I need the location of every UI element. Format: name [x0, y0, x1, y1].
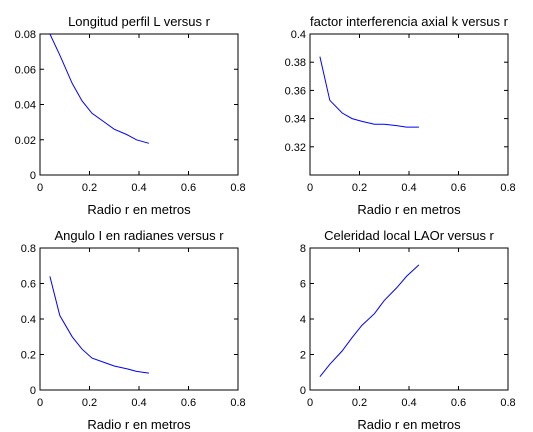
- y-tick-label: 6: [300, 279, 306, 291]
- axes-frame: [309, 247, 509, 391]
- x-tick-label: 0.4: [401, 182, 416, 194]
- x-tick-label: 0.4: [131, 182, 146, 194]
- y-tick-label: 0.34: [285, 114, 306, 126]
- y-tick-label: 8: [300, 243, 306, 255]
- series-line: [49, 33, 150, 144]
- y-tick-label: 0.4: [21, 314, 36, 326]
- chart-title: Longitud perfil L versus r: [68, 14, 211, 29]
- y-tick-label: 0.02: [15, 135, 36, 147]
- y-tick-label: 0.36: [285, 85, 306, 97]
- y-tick-label: 0.4: [291, 29, 306, 41]
- axes-frame: [39, 247, 239, 391]
- subplot-2: factor interferencia axial k versus r Rad…: [285, 14, 516, 217]
- y-tick-label: 0.8: [21, 243, 36, 255]
- y-tick-label: 0.32: [285, 142, 306, 154]
- y-tick-label: 0: [30, 170, 36, 182]
- series-line: [319, 264, 420, 378]
- x-tick-label: 0.4: [131, 397, 146, 409]
- x-axis-label: Radio r en metros: [357, 417, 461, 432]
- x-tick-label: 0: [307, 182, 313, 194]
- chart-title: Angulo I en radianes versus r: [54, 228, 224, 243]
- axes-frame: [309, 33, 509, 176]
- y-tick-label: 0.08: [15, 29, 36, 41]
- x-tick-label: 0.8: [230, 397, 245, 409]
- y-tick-label: 4: [300, 314, 306, 326]
- subplot-3: Angulo I en radianes versus r Radio r en …: [21, 228, 246, 432]
- x-tick-label: 0.2: [352, 397, 367, 409]
- y-tick-label: 0.2: [21, 350, 36, 362]
- chart-title: factor interferencia axial k versus r: [310, 14, 509, 29]
- y-tick-label: 2: [300, 350, 306, 362]
- x-tick-label: 0.2: [82, 182, 97, 194]
- x-tick-label: 0.6: [181, 182, 196, 194]
- y-tick-label: 0.06: [15, 64, 36, 76]
- y-tick-label: 0.6: [21, 279, 36, 291]
- x-tick-label: 0.8: [230, 182, 245, 194]
- chart-title: Celeridad local LAOr versus r: [324, 228, 494, 243]
- x-tick-label: 0.6: [181, 397, 196, 409]
- y-tick-label: 0.04: [15, 100, 36, 112]
- x-tick-label: 0.6: [451, 182, 466, 194]
- x-tick-label: 0: [37, 182, 43, 194]
- subplot-1: Longitud perfil L versus r Radio r en met…: [15, 14, 246, 217]
- subplot-4: Celeridad local LAOr versus r Radio r en …: [300, 228, 516, 432]
- x-tick-label: 0.2: [352, 182, 367, 194]
- y-tick-label: 0: [300, 385, 306, 397]
- y-tick-label: 0: [30, 385, 36, 397]
- x-axis-label: Radio r en metros: [357, 202, 461, 217]
- x-tick-label: 0: [37, 397, 43, 409]
- x-tick-label: 0.2: [82, 397, 97, 409]
- x-tick-label: 0.8: [500, 397, 515, 409]
- x-tick-label: 0: [307, 397, 313, 409]
- x-axis-label: Radio r en metros: [87, 417, 191, 432]
- series-line: [49, 276, 149, 374]
- x-tick-label: 0.4: [401, 397, 416, 409]
- axes-frame: [39, 33, 239, 176]
- x-tick-label: 0.6: [451, 397, 466, 409]
- series-line: [319, 56, 419, 128]
- x-tick-label: 0.8: [500, 182, 515, 194]
- y-tick-label: 0.38: [285, 57, 306, 69]
- x-axis-label: Radio r en metros: [87, 202, 191, 217]
